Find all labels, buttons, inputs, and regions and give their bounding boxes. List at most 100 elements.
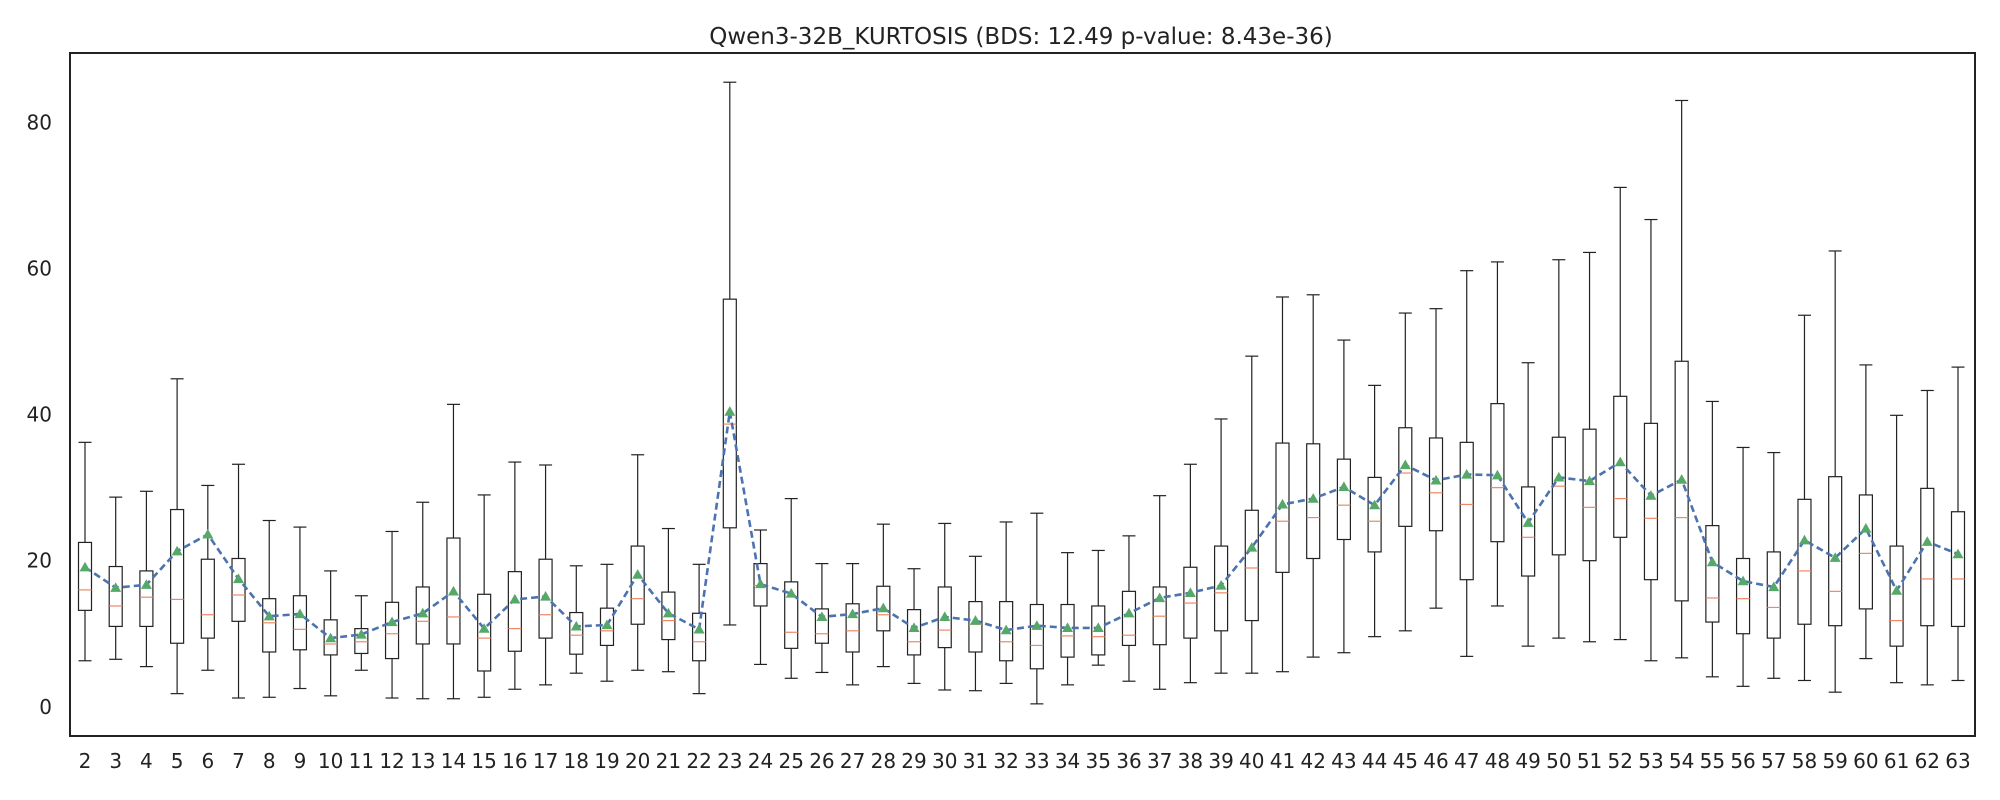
box [1735, 557, 1751, 635]
box [354, 628, 369, 655]
box-group-6 [200, 484, 215, 671]
box [108, 565, 123, 628]
y-tick-label: 60 [27, 256, 52, 280]
mean-marker-51 [1584, 475, 1596, 486]
box [906, 609, 922, 656]
mean-line [84, 411, 1959, 640]
mean-marker-2 [79, 561, 91, 572]
x-tick-label: 62 [1915, 749, 1940, 773]
box [1521, 486, 1536, 577]
mean-marker-44 [1369, 499, 1381, 510]
mean-marker-63 [1952, 548, 1964, 559]
box-group-35 [1091, 549, 1106, 666]
x-tick-label: 26 [809, 749, 834, 773]
x-tick-label: 14 [441, 749, 466, 773]
x-tick-label: 47 [1454, 749, 1479, 773]
x-tick-label: 2 [79, 749, 92, 773]
x-tick-label: 5 [171, 749, 184, 773]
mean-marker-30 [939, 611, 951, 622]
box [1920, 487, 1935, 627]
mean-marker-46 [1430, 474, 1442, 485]
box [262, 598, 277, 653]
x-tick-label: 25 [778, 749, 803, 773]
x-tick-label: 63 [1945, 749, 1970, 773]
box [845, 603, 860, 653]
mean-marker-49 [1522, 517, 1534, 527]
mean-marker-62 [1921, 536, 1933, 546]
box-group-4 [139, 490, 154, 668]
box [1950, 511, 1966, 628]
box-group-2 [77, 441, 93, 662]
box [722, 298, 737, 529]
box-group-48 [1490, 261, 1505, 607]
x-tick-label: 10 [318, 749, 343, 773]
box-group-54 [1674, 99, 1689, 659]
box-group-18 [569, 565, 584, 674]
mean-marker-13 [417, 607, 429, 618]
x-tick-label: 51 [1577, 749, 1602, 773]
box [1428, 437, 1444, 532]
x-tick-label: 8 [263, 749, 276, 773]
box [1551, 436, 1566, 556]
box [1858, 494, 1873, 610]
box-group-40 [1244, 355, 1259, 674]
box [1643, 422, 1659, 581]
box-group-60 [1858, 364, 1873, 660]
box-group-44 [1367, 384, 1382, 638]
box-group-33 [1029, 512, 1044, 705]
mean-marker-22 [693, 623, 705, 634]
mean-marker-21 [662, 607, 674, 618]
x-tick-label: 38 [1178, 749, 1203, 773]
box-group-53 [1643, 218, 1659, 662]
x-tick-label: 39 [1208, 749, 1233, 773]
box [968, 600, 983, 653]
mean-marker-3 [110, 582, 122, 592]
mean-marker-17 [540, 590, 552, 601]
mean-marker-34 [1062, 622, 1074, 633]
x-tick-label: 57 [1761, 749, 1786, 773]
y-tick-label: 80 [27, 110, 52, 134]
x-tick-label: 35 [1086, 749, 1111, 773]
box-group-30 [937, 522, 952, 691]
mean-marker-6 [202, 528, 214, 539]
box [1275, 442, 1290, 573]
x-tick-label: 40 [1239, 749, 1264, 773]
box-group-27 [845, 563, 860, 686]
mean-marker-26 [816, 611, 828, 622]
mean-marker-29 [908, 622, 920, 633]
mean-marker-43 [1338, 481, 1350, 492]
box [1705, 525, 1720, 623]
x-tick-label: 22 [686, 749, 711, 773]
x-tick-label: 60 [1853, 749, 1878, 773]
box-group-11 [354, 595, 369, 671]
box [139, 570, 154, 628]
x-tick-label: 18 [564, 749, 589, 773]
mean-marker-10 [325, 632, 337, 643]
mean-marker-60 [1860, 523, 1872, 533]
box-group-10 [323, 570, 338, 697]
mean-marker-45 [1399, 459, 1411, 470]
box [477, 593, 492, 672]
box [1459, 441, 1474, 581]
y-tick-label: 0 [39, 695, 52, 719]
box-group-31 [968, 555, 983, 692]
mean-marker-16 [509, 593, 521, 604]
box-group-19 [599, 563, 615, 682]
x-tick-label: 49 [1515, 749, 1540, 773]
mean-marker-58 [1798, 534, 1810, 545]
mean-marker-25 [785, 588, 797, 598]
box [200, 558, 215, 639]
box [999, 600, 1014, 662]
x-tick-label: 28 [871, 749, 896, 773]
box-group-23 [722, 81, 737, 626]
x-tick-label: 11 [349, 749, 374, 773]
x-tick-label: 17 [533, 749, 558, 773]
mean-marker-31 [969, 615, 981, 625]
box [599, 607, 615, 647]
box-group-50 [1551, 259, 1566, 639]
box-group-12 [384, 530, 400, 699]
x-tick-label: 37 [1147, 749, 1172, 773]
mean-marker-12 [386, 616, 398, 627]
x-tick-label: 4 [140, 749, 153, 773]
x-tick-label: 43 [1331, 749, 1356, 773]
